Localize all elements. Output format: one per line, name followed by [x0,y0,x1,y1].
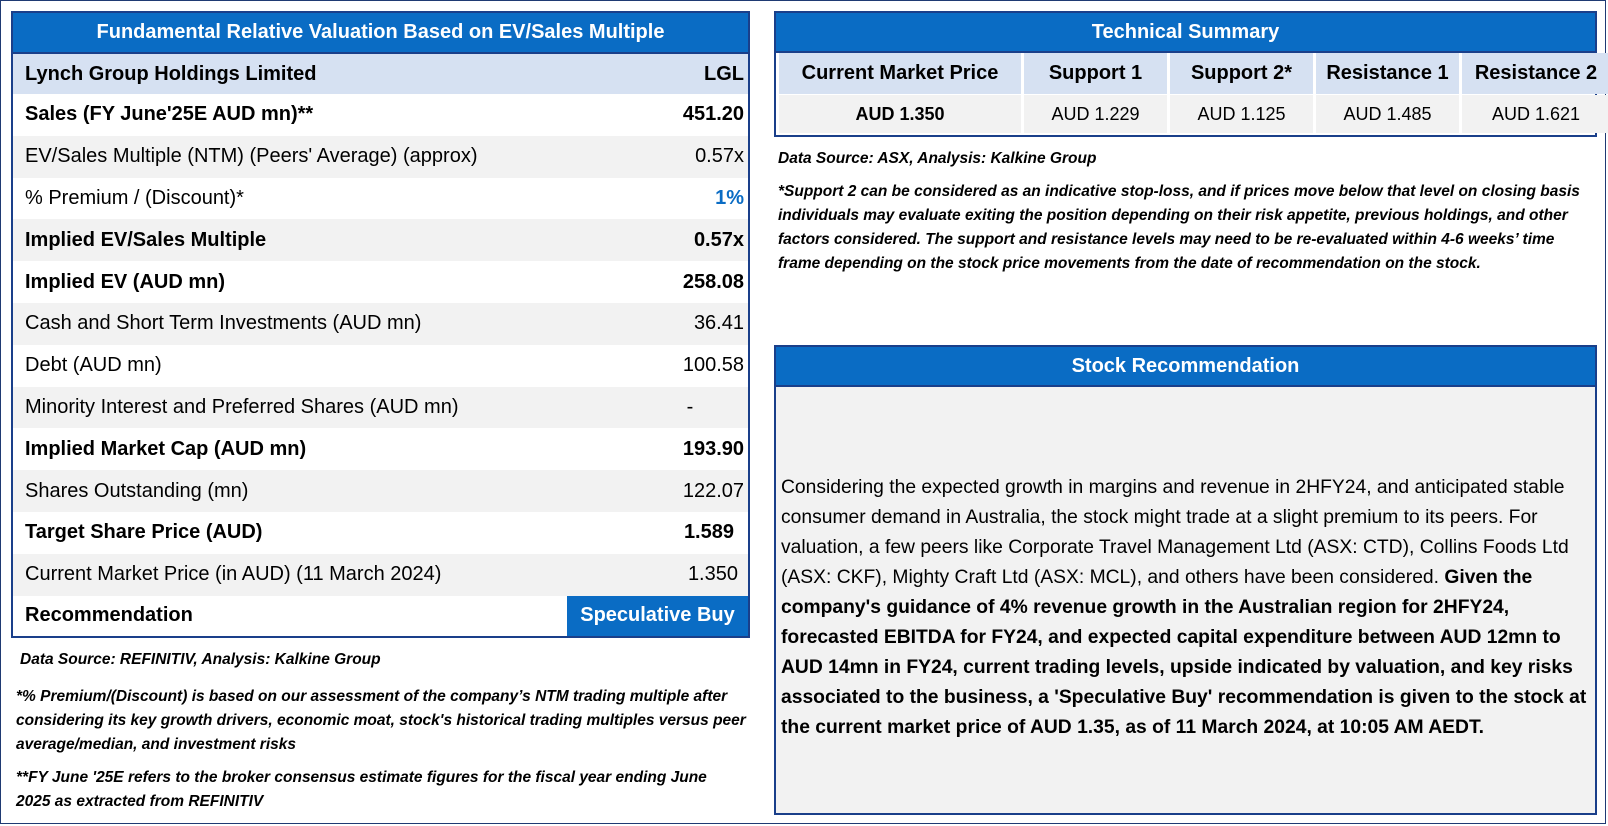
row-label: Shares Outstanding (mn) [25,479,249,502]
tech-header: Support 2* [1170,53,1313,94]
valuation-note-premium: *% Premium/(Discount) is based on our as… [16,688,746,753]
row-label: Cash and Short Term Investments (AUD mn) [25,312,422,335]
tech-header: Current Market Price [779,53,1021,94]
row-label: Implied Market Cap (AUD mn) [25,437,307,460]
valuation-note-fy: **FY June '25E refers to the broker cons… [16,769,707,810]
table-row: Implied EV (AUD mn) 258.08 [13,261,748,303]
tech-header: Support 1 [1024,53,1167,94]
table-row: Target Share Price (AUD) 1.589 [13,511,748,554]
row-label: Implied EV (AUD mn) [25,270,226,293]
stock-recommendation: Stock Recommendation Considering the exp… [774,345,1597,815]
row-label: Recommendation [25,604,193,627]
row-value: 1.350 [687,563,738,586]
company-row: Lynch Group Holdings Limited LGL [13,54,748,94]
technical-summary: Technical Summary Current Market Price S… [774,11,1608,137]
table-row: Minority Interest and Preferred Shares (… [13,386,748,429]
row-label: Target Share Price (AUD) [25,521,263,544]
table-row: Cash and Short Term Investments (AUD mn)… [13,302,748,345]
tech-header: Resistance 1 [1316,53,1459,94]
table-row: Debt (AUD mn) 100.58 [13,344,748,387]
tech-value: AUD 1.485 [1316,95,1459,133]
row-value: 122.07 [682,479,744,502]
row-value: 1.589 [683,521,734,544]
valuation-source: Data Source: REFINITIV, Analysis: Kalkin… [20,651,381,668]
tech-header: Resistance 2 [1462,53,1608,94]
row-label: Sales (FY June'25E AUD mn)** [25,103,314,126]
table-row: Implied Market Cap (AUD mn) 193.90 [13,428,748,471]
valuation-title: Fundamental Relative Valuation Based on … [13,13,748,54]
row-label: % Premium / (Discount)* [25,186,244,209]
row-label: Debt (AUD mn) [25,354,162,377]
row-value: 0.57x [693,228,744,251]
tech-value: AUD 1.621 [1462,95,1608,133]
recommendation-text: Considering the expected growth in margi… [781,473,1589,743]
technical-source: Data Source: ASX, Analysis: Kalkine Grou… [778,150,1097,167]
recommendation-row: Recommendation Speculative Buy [13,595,748,636]
row-value: - [686,395,694,418]
row-label: Current Market Price (in AUD) (11 March … [25,563,442,586]
technical-grid: Current Market Price Support 1 Support 2… [776,53,1608,133]
table-row: Current Market Price (in AUD) (11 March … [13,553,748,596]
table-row: Shares Outstanding (mn) 122.07 [13,470,748,512]
row-label: EV/Sales Multiple (NTM) (Peers' Average)… [25,145,478,168]
tech-value: AUD 1.229 [1024,95,1167,133]
table-row: Sales (FY June'25E AUD mn)** 451.20 [13,94,748,136]
row-value: 100.58 [682,354,744,377]
row-value: 451.20 [682,103,744,126]
recommendation-text-bold: Given the company's guidance of 4% reven… [781,567,1587,738]
technical-title: Technical Summary [776,13,1595,53]
row-label: Implied EV/Sales Multiple [25,228,267,251]
tech-value: AUD 1.350 [779,95,1021,133]
table-row: EV/Sales Multiple (NTM) (Peers' Average)… [13,135,748,178]
tech-value: AUD 1.125 [1170,95,1313,133]
recommendation-badge: Speculative Buy [567,595,748,636]
recommendation-text-plain: Considering the expected growth in margi… [781,477,1569,588]
table-row: % Premium / (Discount)* 1% [13,177,748,220]
row-label: Minority Interest and Preferred Shares (… [25,395,459,418]
recommendation-title: Stock Recommendation [776,347,1595,387]
ticker: LGL [704,62,744,85]
valuation-table: Fundamental Relative Valuation Based on … [11,11,750,638]
table-row: Implied EV/Sales Multiple 0.57x [13,219,748,262]
row-value: 0.57x [695,145,744,168]
premium-value: 1% [715,186,744,209]
row-value: 193.90 [682,437,744,460]
company-name: Lynch Group Holdings Limited [25,62,317,85]
technical-note: *Support 2 can be considered as an indic… [778,183,1580,272]
row-value: 36.41 [693,312,744,335]
row-value: 258.08 [682,270,744,293]
